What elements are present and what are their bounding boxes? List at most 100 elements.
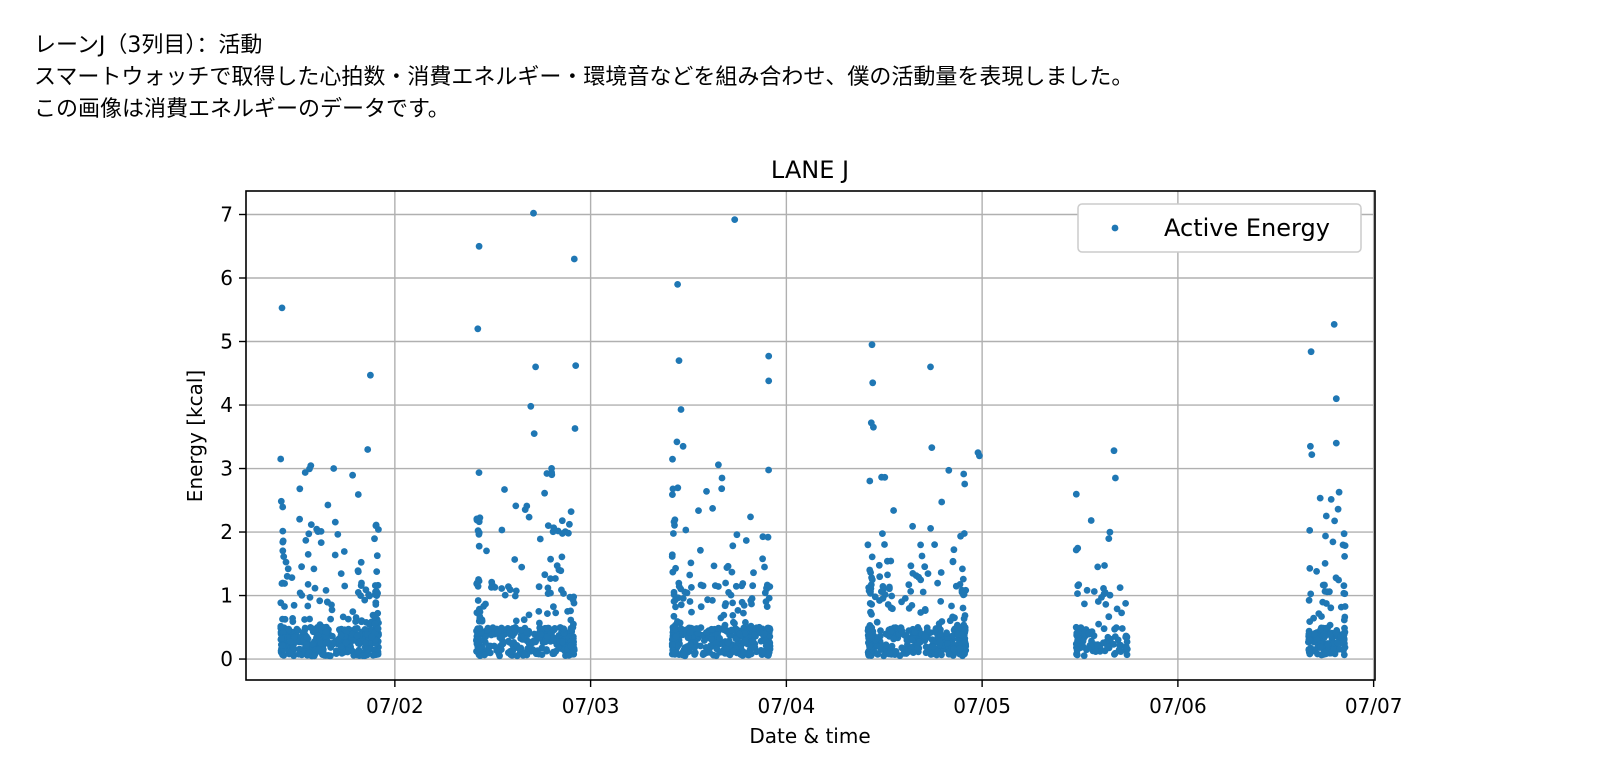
data-point [679,442,687,450]
data-point [898,644,906,652]
data-point [732,582,740,590]
data-point [1332,574,1340,582]
data-point [279,537,287,545]
data-point [876,573,884,581]
data-point [670,591,678,599]
data-point [566,593,574,601]
data-point [888,592,896,600]
data-point [683,589,691,597]
data-point [881,541,888,548]
data-point [927,363,934,371]
data-point [476,514,484,522]
data-point [921,632,929,640]
data-point [535,608,543,615]
data-point [1331,517,1338,525]
data-point [702,629,710,636]
data-point [905,605,913,612]
data-point [284,626,292,634]
data-point [950,645,957,653]
caption-line-2: スマートウォッチで取得した心拍数・消費エネルギー・環境音などを組み合わせ、僕の活… [34,65,1134,90]
data-point [303,633,310,641]
data-point [864,541,872,549]
data-point [512,502,520,510]
data-point [476,625,484,632]
data-point [572,362,580,369]
data-point [1321,560,1329,567]
data-point [315,646,323,653]
data-point [301,616,308,623]
data-point [949,613,956,621]
data-point [521,650,528,658]
data-point [373,568,381,575]
data-point [1123,651,1131,659]
data-point [669,455,676,463]
data-point [368,633,376,641]
data-point [287,638,294,646]
data-point [362,586,370,594]
data-point [361,626,369,633]
data-point [1095,620,1102,628]
data-point [672,603,679,611]
data-point [558,517,566,525]
data-point [1306,636,1313,644]
data-point [765,466,772,474]
data-point [934,579,941,587]
data-point [866,566,874,574]
data-point [686,571,694,579]
data-point [566,520,573,528]
data-point [1090,588,1098,595]
data-point [949,557,957,565]
legend-marker [1111,224,1119,232]
data-point [560,590,567,597]
data-point [1322,650,1330,658]
data-point [868,341,876,349]
data-point [373,589,381,596]
data-point [765,352,773,360]
data-point [277,497,285,505]
data-point [1307,348,1315,356]
data-point [371,582,379,589]
data-point [1101,562,1108,569]
data-point [532,363,539,371]
data-point [924,570,932,577]
y-tick-label: 2 [220,520,233,544]
data-point [328,606,336,614]
data-point [280,553,288,560]
data-point [474,325,482,333]
data-point [749,582,757,590]
data-point [945,466,953,474]
data-point [544,590,552,597]
data-point [1306,565,1314,572]
data-point [1323,624,1330,632]
data-point [353,632,361,640]
data-point [905,581,913,589]
data-point [759,555,766,563]
data-point [334,531,342,538]
data-point [516,645,523,653]
data-point [482,633,489,640]
data-point [488,584,495,591]
data-point [1322,532,1329,540]
data-point [1102,601,1110,608]
data-point [679,595,687,602]
data-point [311,584,319,592]
data-point [493,647,501,654]
data-point [1340,530,1348,538]
data-point [1330,321,1338,328]
data-point [879,530,886,537]
data-point [731,216,739,224]
data-point [1322,512,1330,520]
data-point [1311,630,1318,638]
data-point [691,649,699,657]
data-point [354,491,362,498]
data-point [541,571,549,579]
data-point [728,568,736,576]
data-point [354,648,362,656]
data-point [671,516,679,524]
data-point [1324,641,1332,649]
data-point [1319,581,1327,589]
x-tick-label: 07/03 [562,694,620,718]
data-point [1074,590,1081,597]
data-point [948,602,955,610]
